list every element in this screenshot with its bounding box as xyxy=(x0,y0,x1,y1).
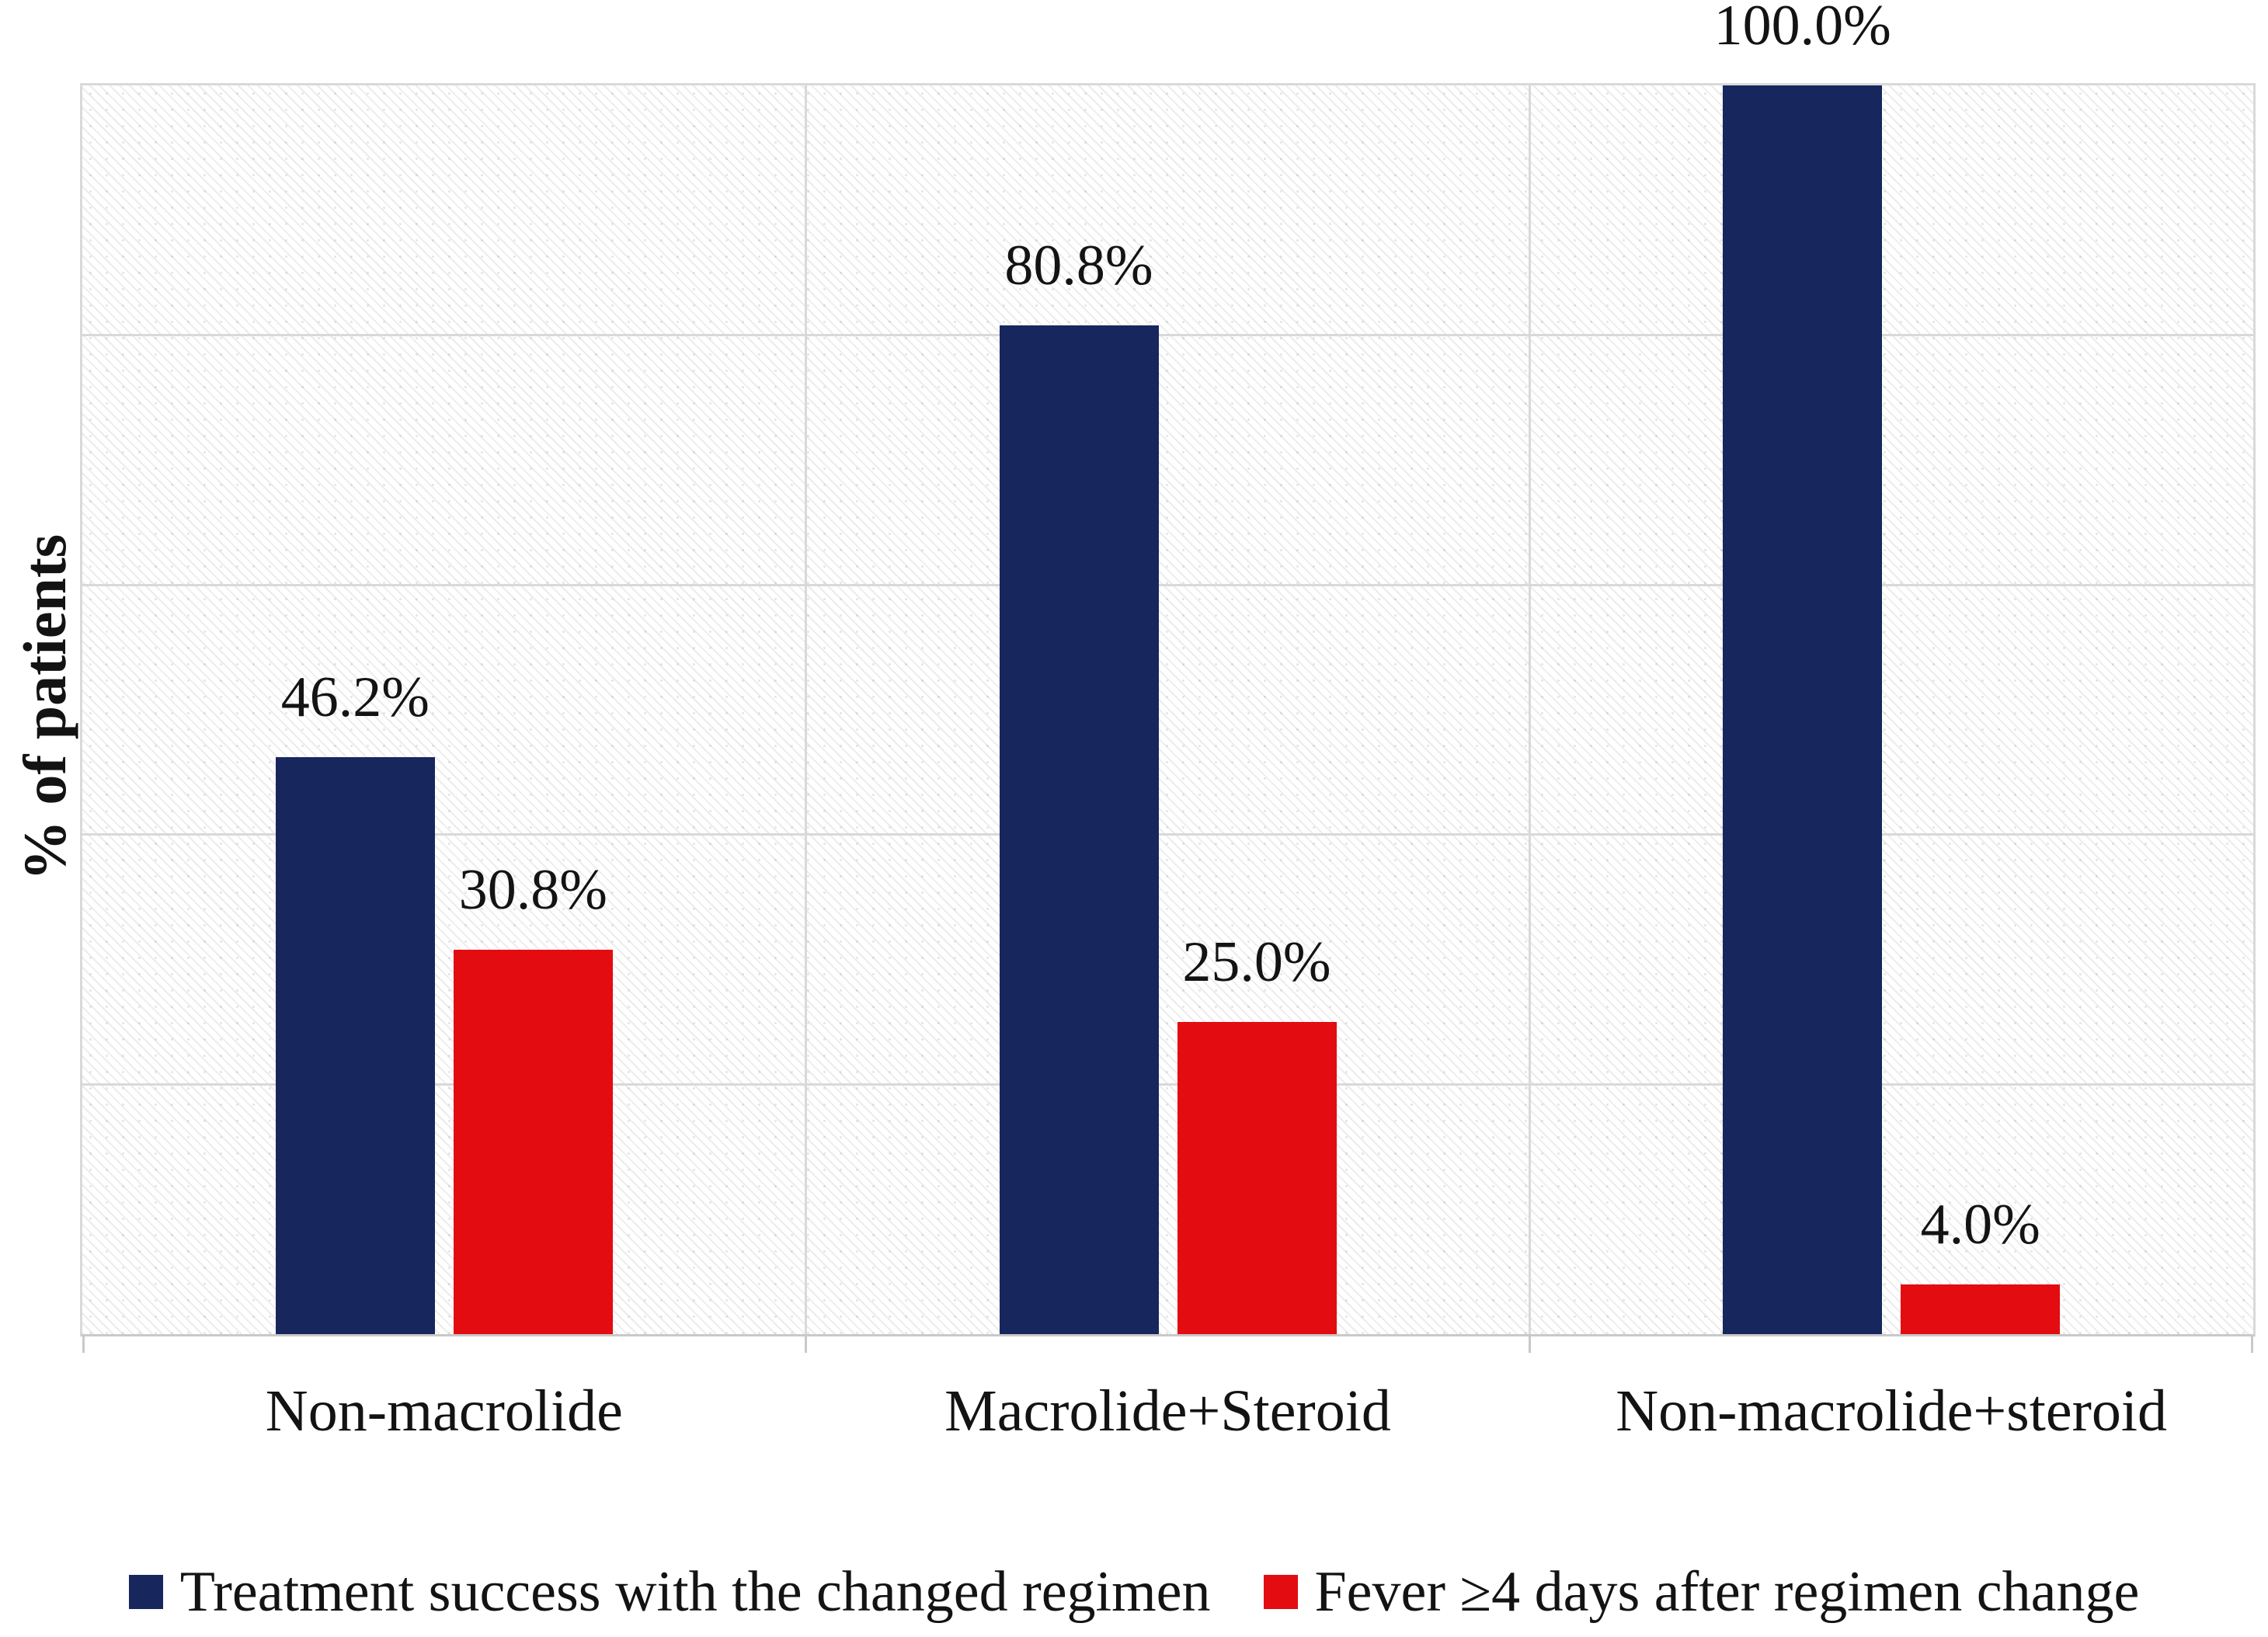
x-axis-tick-2 xyxy=(1528,1334,1531,1353)
value-label-success-cat2: 100.0% xyxy=(1713,0,1891,57)
legend-label: Fever ≥4 days after regimen change xyxy=(1314,1560,2140,1624)
value-label-success-cat0: 46.2% xyxy=(280,666,430,730)
legend-swatch-icon xyxy=(1263,1575,1298,1609)
x-axis-tick-1 xyxy=(805,1334,808,1353)
bar-fever-cat2 xyxy=(1901,1284,2061,1334)
legend-item-fever: Fever ≥4 days after regimen change xyxy=(1263,1560,2140,1624)
value-label-fever-cat1: 25.0% xyxy=(1182,930,1331,994)
gridline-horizontal-80 xyxy=(82,334,2253,337)
bar-success-cat2 xyxy=(1723,85,1883,1334)
bar-fever-cat0 xyxy=(453,949,613,1334)
y-axis-title-text: % of patients xyxy=(11,534,78,881)
legend-swatch-icon xyxy=(128,1575,163,1609)
gridline-horizontal-20 xyxy=(82,1083,2253,1086)
category-label-1: Macrolide+Steroid xyxy=(944,1378,1391,1444)
x-axis-tick-3 xyxy=(2251,1334,2253,1353)
legend-label: Treatment success with the changed regim… xyxy=(179,1560,1211,1624)
bar-success-cat0 xyxy=(275,757,435,1334)
value-label-fever-cat0: 30.8% xyxy=(458,857,607,922)
value-label-fever-cat2: 4.0% xyxy=(1920,1192,2040,1256)
y-axis-title: % of patients xyxy=(0,83,90,1332)
gridline-vertical-1 xyxy=(805,85,808,1334)
legend: Treatment success with the changed regim… xyxy=(0,1553,2268,1631)
gridline-vertical-2 xyxy=(1528,85,1531,1334)
gridline-horizontal-40 xyxy=(82,833,2253,836)
category-label-2: Non-macrolide+steroid xyxy=(1616,1378,2168,1444)
plot-area: 46.2% 30.8% Non-macrolide 80.8% 25.0% Macroli… xyxy=(80,0,2256,1444)
bar-success-cat1 xyxy=(999,325,1159,1334)
bar-fever-cat1 xyxy=(1177,1022,1337,1334)
value-label-success-cat1: 80.8% xyxy=(1004,233,1153,297)
category-label-0: Non-macrolide xyxy=(265,1378,623,1444)
legend-item-success: Treatment success with the changed regim… xyxy=(128,1560,1211,1624)
gridline-horizontal-60 xyxy=(82,583,2253,586)
x-axis-tick-0 xyxy=(82,1334,85,1353)
